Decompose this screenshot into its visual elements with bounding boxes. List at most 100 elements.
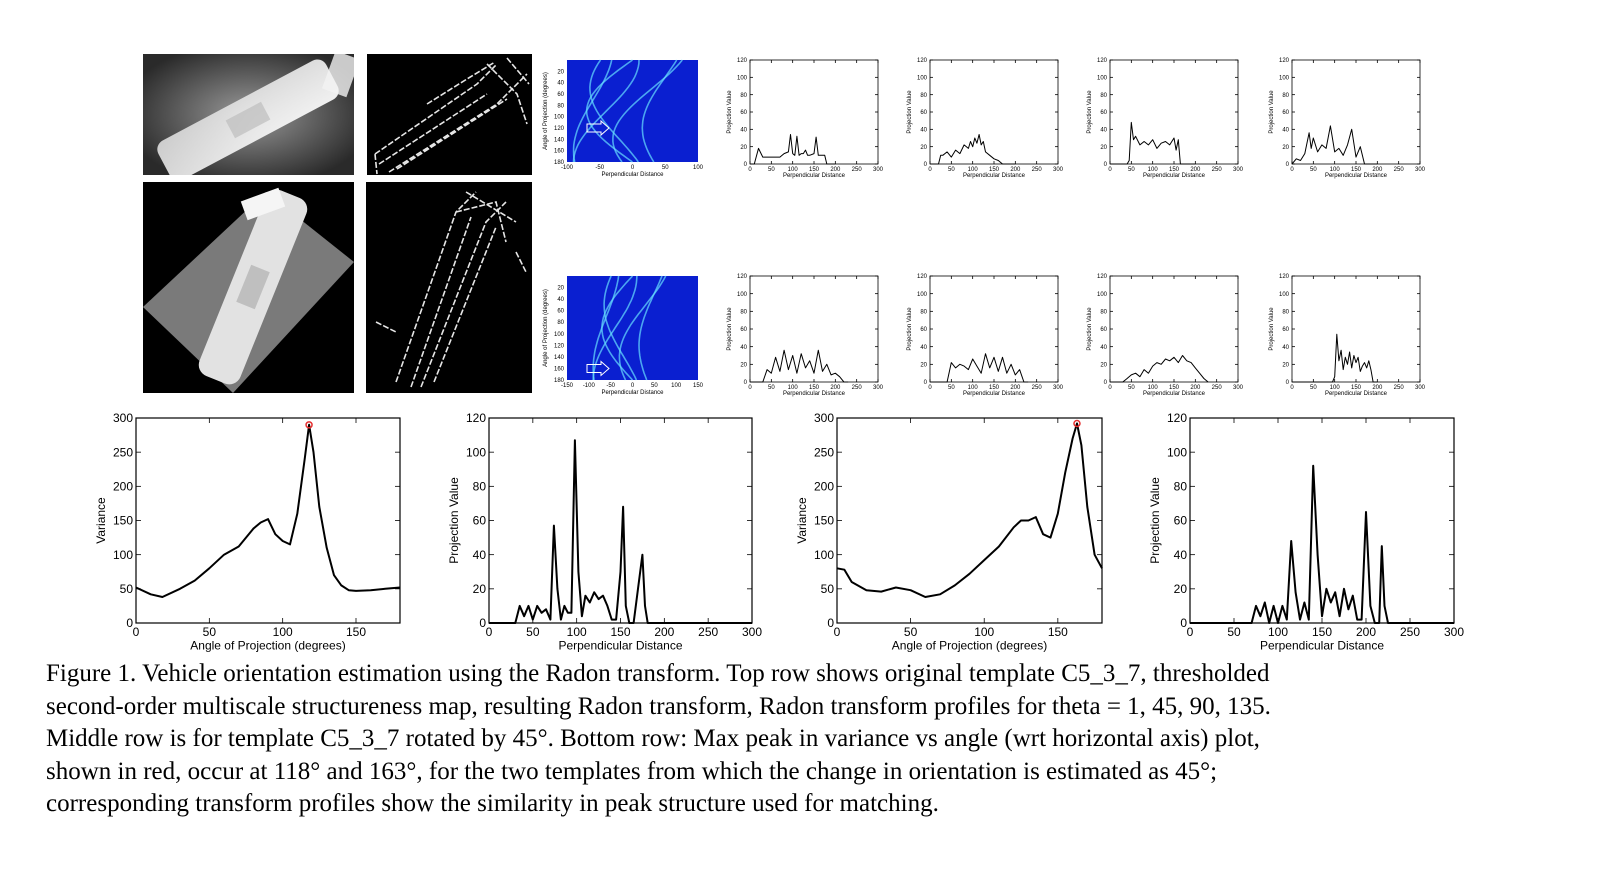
x-tick-label: 300 [1415, 385, 1426, 391]
x-tick-label: 300 [1053, 167, 1064, 173]
x-axis-label: Perpendicular Distance [558, 638, 682, 652]
y-tick-label: 120 [554, 343, 565, 349]
x-tick-label: 0 [748, 385, 752, 391]
x-tick-label: 50 [948, 167, 955, 173]
series-line [1292, 333, 1378, 383]
plot-frame [1291, 59, 1421, 165]
y-tick-label: 120 [1279, 58, 1290, 64]
y-tick-label: 40 [557, 81, 564, 87]
y-tick-label: 40 [920, 127, 927, 133]
x-tick-label: -50 [595, 165, 604, 171]
x-axis-label: Perpendicular Distance [1325, 391, 1388, 397]
series-line [135, 423, 401, 598]
y-tick-label: 100 [466, 445, 486, 459]
y-tick-label: 40 [473, 548, 487, 562]
x-tick-label: 250 [1212, 167, 1223, 173]
heatmap-ridge [572, 59, 640, 163]
y-tick-label: 20 [473, 582, 487, 596]
chart-var-2: 0 50 100 150 0 50 100 150 200 250 300 Angle of Proj… [795, 411, 1103, 652]
x-axis-label: Perpendicular Distance [601, 172, 664, 178]
y-tick-label: 40 [557, 297, 564, 303]
y-tick-label: 0 [827, 616, 834, 630]
y-tick-label: 80 [740, 309, 747, 315]
x-axis-label: Perpendicular Distance [1260, 638, 1384, 652]
x-tick-label: 0 [1108, 167, 1112, 173]
x-tick-label: 100 [1148, 167, 1159, 173]
template-original-image [143, 54, 354, 175]
chart-p-mid-1: 0 50 100 150 200 250 300 0 20 40 60 80 100 120 Perpend… [727, 274, 884, 397]
peak-marker [1073, 419, 1081, 428]
x-tick-label: 50 [768, 385, 775, 391]
y-tick-label: 20 [1282, 145, 1289, 151]
x-tick-label: 250 [1212, 385, 1223, 391]
chart-p-mid-3: 0 50 100 150 200 250 300 0 20 40 60 80 100 120 Perpend… [1087, 274, 1244, 397]
y-axis-label: Projection Value [727, 307, 733, 351]
x-axis-label: Perpendicular Distance [783, 391, 846, 397]
y-tick-label: 160 [554, 149, 565, 155]
heatmap-ridge [603, 275, 638, 381]
y-tick-label: 80 [1174, 480, 1188, 494]
y-axis-label: Variance [795, 497, 809, 544]
y-tick-label: 100 [1097, 292, 1108, 298]
series-line [930, 134, 1016, 165]
x-tick-label: 100 [1268, 625, 1288, 639]
x-tick-label: 150 [989, 385, 1000, 391]
plot-frame [488, 417, 753, 624]
y-tick-label: 40 [920, 345, 927, 351]
y-axis-label: Projection Value [1148, 477, 1162, 564]
x-tick-label: 50 [526, 625, 540, 639]
x-tick-label: 250 [852, 385, 863, 391]
y-tick-label: 80 [1282, 93, 1289, 99]
y-tick-label: 40 [1100, 345, 1107, 351]
x-tick-label: 200 [830, 385, 841, 391]
y-tick-label: 80 [557, 320, 564, 326]
x-axis-label: Perpendicular Distance [963, 173, 1026, 179]
x-axis-label: Perpendicular Distance [601, 390, 664, 396]
heatmap-ridge [638, 275, 663, 381]
y-tick-label: 60 [920, 327, 927, 333]
x-tick-label: 300 [1233, 385, 1244, 391]
y-tick-label: 180 [554, 160, 565, 166]
y-tick-label: 160 [554, 366, 565, 372]
x-tick-label: 100 [788, 385, 799, 391]
y-tick-label: 100 [1279, 75, 1290, 81]
y-tick-label: 80 [1282, 309, 1289, 315]
x-tick-label: 0 [1187, 625, 1194, 639]
x-tick-label: 150 [1169, 167, 1180, 173]
x-tick-label: 250 [698, 625, 718, 639]
plot-frame [929, 275, 1059, 383]
chart-p-mid-4: 0 50 100 150 200 250 300 0 20 40 60 80 100 120 Perpend… [1269, 274, 1426, 397]
x-tick-label: 50 [662, 165, 669, 171]
x-tick-label: 0 [834, 625, 841, 639]
x-tick-label: 150 [1351, 385, 1362, 391]
y-tick-label: 150 [814, 514, 834, 528]
y-axis-label: Projection Value [907, 90, 913, 134]
x-tick-label: 100 [671, 383, 682, 389]
x-tick-label: 250 [1032, 167, 1043, 173]
plot-frame [1189, 417, 1455, 624]
y-axis-label: Projection Value [907, 307, 913, 351]
x-axis-label: Perpendicular Distance [783, 173, 846, 179]
y-tick-label: 200 [113, 480, 133, 494]
chart-p-top-2: 0 50 100 150 200 250 300 0 20 40 60 80 100 120 Perpend… [907, 58, 1064, 179]
x-tick-label: 300 [742, 625, 762, 639]
y-tick-label: 140 [554, 355, 565, 361]
y-tick-label: 20 [557, 69, 564, 75]
y-tick-label: 40 [740, 345, 747, 351]
plot-frame [1291, 275, 1421, 383]
y-tick-label: 120 [737, 58, 748, 64]
y-tick-label: 250 [814, 445, 834, 459]
y-axis-label: Projection Value [1269, 307, 1275, 351]
y-tick-label: 100 [1167, 445, 1187, 459]
caption-line-3: Middle row is for template C5_3_7 rotate… [46, 725, 1260, 752]
x-tick-label: 0 [748, 167, 752, 173]
y-tick-label: 60 [557, 92, 564, 98]
plot-frame [749, 59, 879, 165]
y-tick-label: 80 [740, 93, 747, 99]
x-tick-label: 50 [1310, 167, 1317, 173]
template-rotated-render [143, 182, 354, 393]
x-tick-label: 0 [928, 167, 932, 173]
peak-marker [305, 421, 313, 429]
y-tick-label: 20 [740, 145, 747, 151]
x-tick-label: 50 [1128, 385, 1135, 391]
